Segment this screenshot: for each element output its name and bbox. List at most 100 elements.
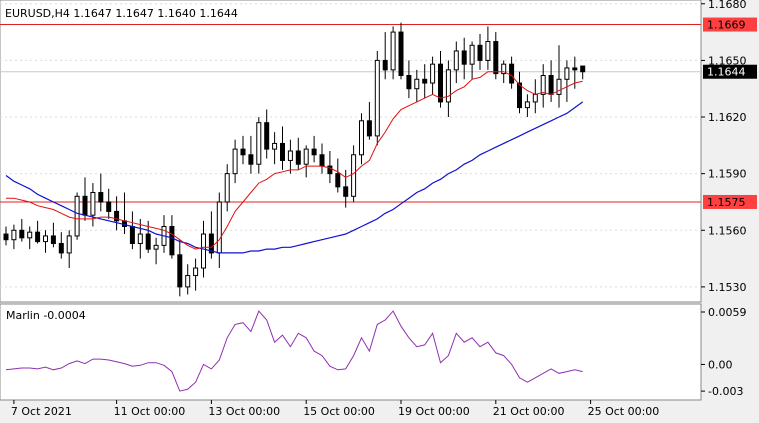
candle[interactable]	[256, 117, 262, 174]
bear-candle-body	[311, 148, 317, 156]
candle[interactable]	[66, 230, 72, 269]
price-grid	[0, 3, 701, 288]
bear-candle-body	[35, 231, 41, 243]
bull-candle-body	[256, 122, 262, 165]
candle[interactable]	[169, 215, 175, 259]
bull-candle-body	[43, 235, 48, 243]
bull-candle-body	[303, 148, 309, 165]
candle[interactable]	[27, 226, 33, 250]
candle[interactable]	[303, 145, 309, 178]
bear-candle-body	[264, 122, 270, 150]
candle[interactable]	[580, 65, 586, 80]
candle[interactable]	[287, 139, 293, 174]
bear-candle-body	[248, 154, 254, 165]
candle[interactable]	[430, 56, 436, 95]
candle[interactable]	[453, 41, 459, 84]
bear-candle-body	[335, 173, 341, 188]
candle[interactable]	[509, 56, 515, 89]
bear-candle-body	[398, 31, 404, 76]
candle[interactable]	[185, 264, 191, 295]
bull-candle-body	[216, 201, 222, 254]
candle[interactable]	[153, 237, 159, 265]
bull-candle-body	[524, 101, 530, 109]
candle[interactable]	[264, 109, 270, 159]
candle[interactable]	[98, 173, 104, 212]
bear-candle-body	[406, 75, 412, 90]
candle[interactable]	[3, 226, 9, 246]
candle[interactable]	[556, 45, 562, 108]
level-tag	[703, 17, 757, 32]
candle[interactable]	[374, 50, 380, 146]
bear-candle-body	[327, 165, 333, 175]
level-tag	[703, 194, 757, 209]
candle[interactable]	[248, 135, 254, 174]
candle[interactable]	[461, 37, 467, 80]
bear-candle-body	[422, 78, 428, 84]
candle[interactable]	[74, 192, 80, 240]
oscillator-label: Marlin -0.0004	[6, 309, 86, 322]
candle[interactable]	[414, 69, 420, 102]
marlin-oscillator-line	[5, 310, 583, 392]
oscillator-tick-label: 0.00	[708, 358, 733, 371]
candle[interactable]	[564, 60, 570, 102]
candle[interactable]	[398, 22, 404, 80]
bear-candle-body	[438, 63, 443, 103]
price-tick-label: 1.1590	[708, 168, 747, 181]
bull-candle-body	[351, 154, 357, 197]
candle[interactable]	[406, 60, 412, 99]
candle[interactable]	[19, 218, 25, 242]
bear-candle-body	[517, 82, 522, 109]
candle[interactable]	[390, 26, 396, 80]
candle[interactable]	[50, 222, 56, 248]
candle[interactable]	[58, 232, 64, 259]
candle[interactable]	[524, 94, 530, 118]
candle[interactable]	[359, 113, 364, 165]
bull-candle-body	[66, 235, 72, 254]
candle[interactable]	[295, 137, 301, 170]
oscillator-pane[interactable]	[0, 303, 702, 401]
candle[interactable]	[43, 230, 48, 253]
candle[interactable]	[445, 60, 451, 118]
bear-candle-body	[129, 226, 135, 244]
candle[interactable]	[422, 64, 428, 99]
price-tick-label: 1.1650	[708, 54, 747, 67]
candle[interactable]	[114, 196, 120, 231]
bull-candle-body	[374, 59, 380, 137]
candle[interactable]	[272, 132, 278, 165]
candle[interactable]	[343, 169, 349, 208]
price-tick-label: 1.1560	[708, 224, 747, 237]
candle[interactable]	[11, 224, 17, 250]
candle[interactable]	[35, 220, 41, 244]
candle[interactable]	[540, 64, 546, 108]
oscillator-tick-label: -0.003	[708, 385, 743, 398]
candle[interactable]	[382, 32, 388, 80]
bull-candle-body	[532, 93, 538, 103]
candle[interactable]	[335, 158, 341, 193]
bear-candle-body	[343, 186, 349, 197]
candle[interactable]	[193, 258, 199, 291]
candles	[3, 22, 586, 297]
candle[interactable]	[232, 139, 238, 184]
bear-candle-body	[461, 50, 467, 65]
candle[interactable]	[469, 41, 475, 80]
candle[interactable]	[177, 239, 183, 297]
candle[interactable]	[477, 33, 483, 70]
level-tag-label: 1.1669	[707, 19, 746, 32]
candle[interactable]	[311, 135, 317, 163]
candle[interactable]	[240, 135, 246, 165]
price-pane[interactable]	[0, 0, 702, 303]
bear-candle-body	[366, 120, 372, 137]
candle[interactable]	[517, 71, 522, 114]
candle[interactable]	[485, 26, 491, 70]
candle[interactable]	[224, 164, 230, 212]
candle[interactable]	[137, 218, 143, 259]
price-tick-label: 1.1680	[708, 0, 747, 11]
bear-candle-body	[19, 229, 25, 239]
candle[interactable]	[106, 188, 112, 219]
candle[interactable]	[280, 126, 285, 170]
candle[interactable]	[327, 151, 333, 184]
price-tick-label: 1.1620	[708, 111, 747, 124]
bear-candle-body	[382, 59, 388, 71]
candle[interactable]	[366, 101, 372, 140]
